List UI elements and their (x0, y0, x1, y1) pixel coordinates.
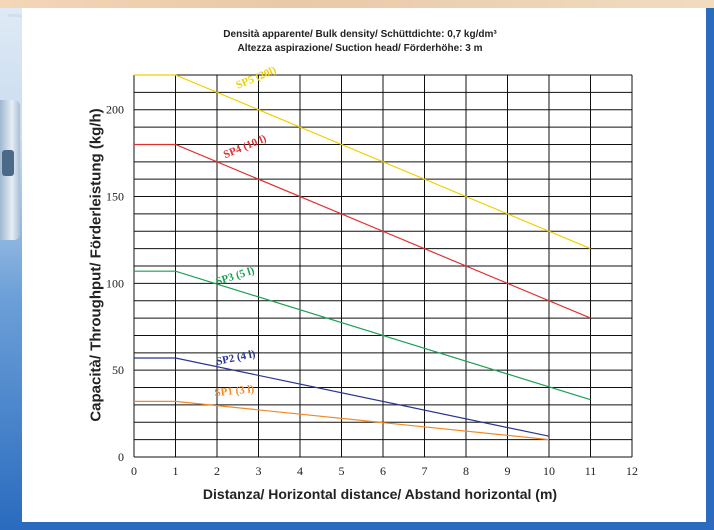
x-tick-label: 2 (214, 464, 220, 478)
x-tick-label: 10 (543, 464, 555, 478)
y-tick-label: 150 (106, 190, 124, 204)
series-line (134, 270, 591, 401)
x-tick-label: 3 (256, 464, 262, 478)
series-label: SP2 (4 l) (215, 348, 257, 368)
x-tick-label: 9 (505, 464, 511, 478)
device-knob-decoration (2, 150, 14, 176)
series-label: SP1 (3 l) (214, 383, 255, 399)
x-tick-label: 11 (585, 464, 597, 478)
x-tick-label: 7 (422, 464, 428, 478)
chart-subtitle: Altezza aspirazione/ Suction head/ Förde… (237, 43, 483, 54)
y-tick-label: 200 (106, 103, 124, 117)
chart-title: Densità apparente/ Bulk density/ Schüttd… (223, 29, 497, 40)
x-tick-label: 0 (131, 464, 137, 478)
series-line (134, 400, 550, 441)
x-tick-label: 12 (626, 464, 638, 478)
top-decoration-strip (0, 0, 714, 8)
series-line (134, 143, 591, 319)
series-label: SP4 (10 l) (222, 132, 269, 161)
series-line (134, 357, 550, 437)
x-tick-label: 6 (380, 464, 386, 478)
y-tick-label: 100 (106, 276, 124, 290)
y-tick-label: 0 (118, 450, 124, 464)
series-label: SP5 (20l) (234, 64, 278, 92)
x-tick-label: 4 (297, 464, 303, 478)
series-label: SP3 (5 l) (214, 265, 256, 288)
right-border (706, 8, 714, 530)
bottom-border (22, 522, 706, 530)
x-tick-label: 5 (339, 464, 345, 478)
x-tick-label: 8 (463, 464, 469, 478)
series-line (134, 74, 591, 250)
y-tick-label: 50 (112, 363, 124, 377)
x-tick-label: 1 (173, 464, 179, 478)
chart-panel (22, 8, 706, 522)
x-axis-label: Distanza/ Horizontal distance/ Abstand h… (202, 486, 558, 502)
